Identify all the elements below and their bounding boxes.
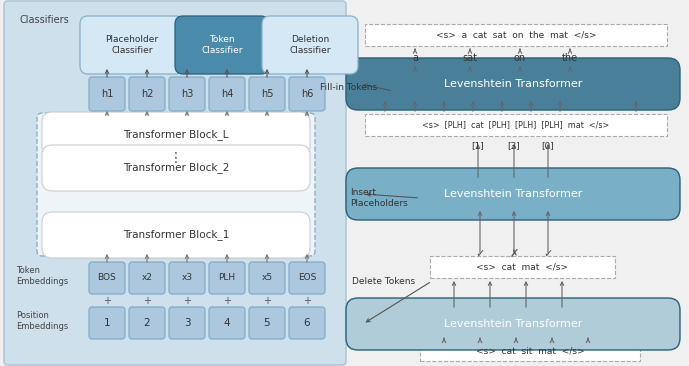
Text: sat: sat xyxy=(462,53,477,63)
Text: x5: x5 xyxy=(261,273,273,283)
Text: ⋮: ⋮ xyxy=(169,151,183,165)
Text: Transformer Block_L: Transformer Block_L xyxy=(123,130,229,141)
Bar xyxy=(430,256,615,278)
Text: h6: h6 xyxy=(301,89,313,99)
Text: Delete Tokens: Delete Tokens xyxy=(352,276,415,285)
Text: +: + xyxy=(263,295,271,306)
FancyBboxPatch shape xyxy=(37,113,315,256)
Text: <s>  cat  sit  mat  </s>: <s> cat sit mat </s> xyxy=(475,347,584,355)
Text: 3: 3 xyxy=(184,318,190,328)
Text: x3: x3 xyxy=(181,273,192,283)
FancyBboxPatch shape xyxy=(89,307,125,339)
Text: ✓: ✓ xyxy=(544,249,553,259)
Text: +: + xyxy=(223,295,231,306)
Text: ✗: ✗ xyxy=(509,249,519,259)
Text: on: on xyxy=(514,53,526,63)
Text: +: + xyxy=(103,295,111,306)
FancyBboxPatch shape xyxy=(249,262,285,294)
Text: x2: x2 xyxy=(141,273,152,283)
FancyBboxPatch shape xyxy=(129,307,165,339)
Text: Levenshtein Transformer: Levenshtein Transformer xyxy=(444,319,582,329)
Text: <s>  cat  mat  </s>: <s> cat mat </s> xyxy=(477,262,568,272)
Text: Fill-in Tokens: Fill-in Tokens xyxy=(320,83,377,93)
Bar xyxy=(365,24,667,46)
Text: Levenshtein Transformer: Levenshtein Transformer xyxy=(444,189,582,199)
Text: h2: h2 xyxy=(141,89,153,99)
FancyBboxPatch shape xyxy=(346,168,680,220)
Text: h4: h4 xyxy=(220,89,233,99)
FancyBboxPatch shape xyxy=(209,262,245,294)
FancyBboxPatch shape xyxy=(42,212,310,258)
FancyBboxPatch shape xyxy=(169,307,205,339)
Text: [1]: [1] xyxy=(472,142,484,150)
FancyBboxPatch shape xyxy=(42,145,310,191)
FancyBboxPatch shape xyxy=(169,262,205,294)
Text: Transformer Block_1: Transformer Block_1 xyxy=(123,229,229,240)
FancyBboxPatch shape xyxy=(89,77,125,111)
Text: Position
Embeddings: Position Embeddings xyxy=(16,311,68,331)
Bar xyxy=(420,341,640,361)
FancyBboxPatch shape xyxy=(42,112,310,158)
FancyBboxPatch shape xyxy=(4,1,346,365)
Text: +: + xyxy=(183,295,191,306)
Text: Token
Embeddings: Token Embeddings xyxy=(16,266,68,286)
Text: h5: h5 xyxy=(260,89,274,99)
Text: Placeholder
Classifier: Placeholder Classifier xyxy=(105,35,158,55)
Text: [3]: [3] xyxy=(508,142,520,150)
Text: 4: 4 xyxy=(224,318,230,328)
Text: 5: 5 xyxy=(264,318,270,328)
FancyBboxPatch shape xyxy=(80,16,184,74)
Text: ✓: ✓ xyxy=(475,249,484,259)
FancyBboxPatch shape xyxy=(262,16,358,74)
Text: the: the xyxy=(562,53,578,63)
FancyBboxPatch shape xyxy=(289,77,325,111)
Text: BOS: BOS xyxy=(98,273,116,283)
Bar xyxy=(365,114,667,136)
Text: Token
Classifier: Token Classifier xyxy=(201,35,243,55)
Text: 2: 2 xyxy=(144,318,150,328)
Text: <s>  a  cat  sat  on  the  mat  </s>: <s> a cat sat on the mat </s> xyxy=(435,30,596,40)
FancyBboxPatch shape xyxy=(249,77,285,111)
FancyBboxPatch shape xyxy=(175,16,269,74)
Text: Classifiers: Classifiers xyxy=(20,15,70,25)
FancyBboxPatch shape xyxy=(249,307,285,339)
FancyBboxPatch shape xyxy=(289,262,325,294)
FancyBboxPatch shape xyxy=(169,77,205,111)
Text: Levenshtein Transformer: Levenshtein Transformer xyxy=(444,79,582,89)
Text: EOS: EOS xyxy=(298,273,316,283)
Text: Transformer Block_2: Transformer Block_2 xyxy=(123,163,229,173)
FancyBboxPatch shape xyxy=(129,77,165,111)
FancyBboxPatch shape xyxy=(209,77,245,111)
FancyBboxPatch shape xyxy=(209,307,245,339)
Text: a: a xyxy=(412,53,418,63)
FancyBboxPatch shape xyxy=(346,58,680,110)
Text: Deletion
Classifier: Deletion Classifier xyxy=(289,35,331,55)
Text: 6: 6 xyxy=(304,318,310,328)
FancyBboxPatch shape xyxy=(289,307,325,339)
Text: h1: h1 xyxy=(101,89,113,99)
FancyBboxPatch shape xyxy=(346,298,680,350)
FancyBboxPatch shape xyxy=(89,262,125,294)
Text: 1: 1 xyxy=(103,318,110,328)
Text: +: + xyxy=(143,295,151,306)
Text: [0]: [0] xyxy=(542,142,555,150)
Text: <s>  [PLH]  cat  [PLH]  [PLH]  [PLH]  mat  </s>: <s> [PLH] cat [PLH] [PLH] [PLH] mat </s> xyxy=(422,120,610,130)
Text: Insert
Placeholders: Insert Placeholders xyxy=(350,188,408,208)
FancyBboxPatch shape xyxy=(129,262,165,294)
Text: h3: h3 xyxy=(181,89,193,99)
Text: PLH: PLH xyxy=(218,273,236,283)
Text: +: + xyxy=(303,295,311,306)
